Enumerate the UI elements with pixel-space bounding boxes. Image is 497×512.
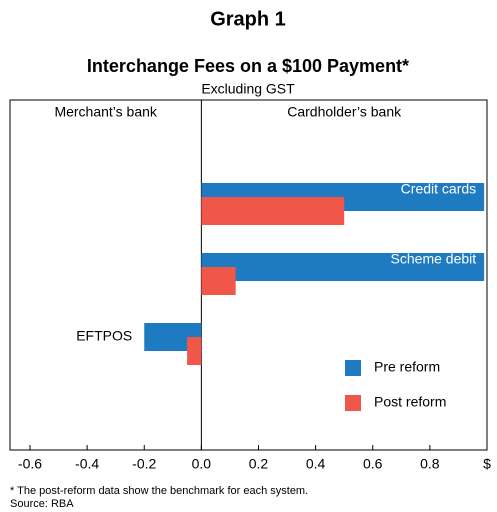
legend-label: Post reform <box>374 394 446 410</box>
x-tick-label: 0.6 <box>363 456 383 472</box>
x-tick-label: 0.4 <box>306 456 326 472</box>
bar <box>201 197 345 225</box>
x-tick-label: -0.4 <box>75 456 99 472</box>
chart-subtitle: Interchange Fees on a $100 Payment* <box>87 56 409 76</box>
chart-title: Graph 1 <box>210 8 286 30</box>
x-tick-label: -0.6 <box>18 456 42 472</box>
category-label: Credit cards <box>401 181 476 197</box>
category-label: EFTPOS <box>76 328 132 344</box>
bar <box>201 253 485 281</box>
footnote: Source: RBA <box>10 498 74 510</box>
category-label: Scheme debit <box>391 251 477 267</box>
bar <box>201 267 236 295</box>
plot-frame <box>9 99 488 451</box>
x-tick-label: $ <box>483 456 491 472</box>
chart-note: Excluding GST <box>201 81 295 97</box>
legend-label: Pre reform <box>374 359 440 375</box>
x-tick-label: 0.8 <box>420 456 440 472</box>
footnote: * The post-reform data show the benchmar… <box>10 485 308 497</box>
x-tick-label: -0.2 <box>132 456 156 472</box>
legend-swatch <box>345 360 361 376</box>
x-tick-label: 0.2 <box>249 456 269 472</box>
bar <box>187 337 202 365</box>
panel-label: Merchant’s bank <box>54 104 157 120</box>
x-tick-label: 0.0 <box>192 456 212 472</box>
legend-swatch <box>345 395 361 411</box>
panel-label: Cardholder’s bank <box>287 104 402 120</box>
